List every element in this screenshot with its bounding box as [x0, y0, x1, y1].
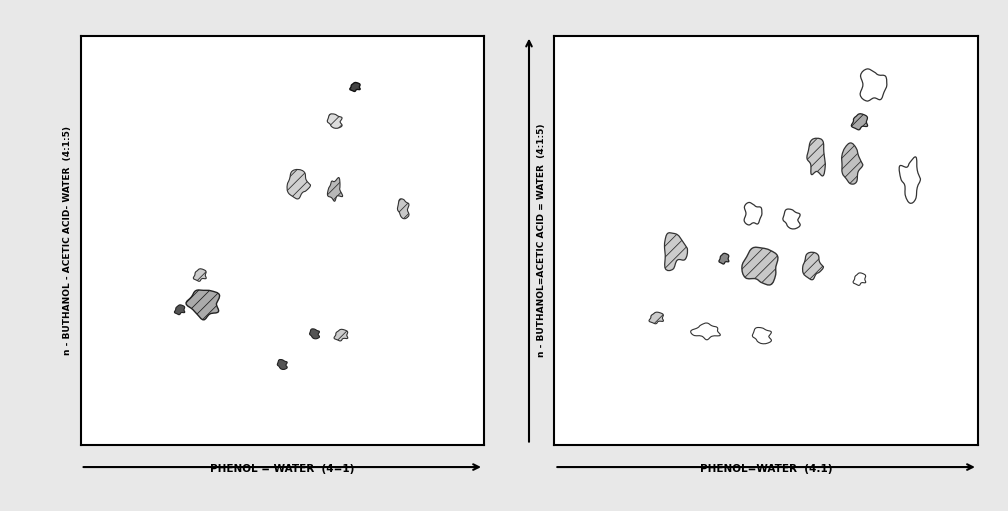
PathPatch shape [752, 328, 771, 344]
PathPatch shape [309, 329, 320, 339]
PathPatch shape [860, 69, 887, 101]
PathPatch shape [899, 157, 920, 203]
X-axis label: PHENOL = WATER  (4=1): PHENOL = WATER (4=1) [210, 464, 355, 474]
PathPatch shape [719, 253, 729, 264]
PathPatch shape [287, 170, 310, 199]
PathPatch shape [350, 82, 360, 91]
X-axis label: PHENOL=WATER  (4:1): PHENOL=WATER (4:1) [700, 464, 833, 474]
PathPatch shape [328, 114, 342, 128]
Y-axis label: n - BUTHANOL=ACETIC ACID = WATER  (4:1:5): n - BUTHANOL=ACETIC ACID = WATER (4:1:5) [537, 124, 546, 357]
PathPatch shape [742, 247, 778, 285]
PathPatch shape [334, 329, 348, 341]
PathPatch shape [842, 143, 863, 184]
PathPatch shape [807, 138, 826, 176]
PathPatch shape [852, 114, 868, 130]
PathPatch shape [277, 360, 287, 369]
PathPatch shape [664, 233, 687, 271]
PathPatch shape [783, 209, 800, 229]
Y-axis label: n - BUTHANOL - ACETIC ACID- WATER  (4:1:5): n - BUTHANOL - ACETIC ACID- WATER (4:1:5… [64, 126, 73, 355]
PathPatch shape [853, 273, 866, 285]
PathPatch shape [186, 290, 220, 320]
PathPatch shape [744, 202, 762, 225]
PathPatch shape [397, 199, 409, 219]
PathPatch shape [690, 323, 721, 340]
PathPatch shape [649, 312, 663, 324]
PathPatch shape [802, 252, 824, 280]
PathPatch shape [174, 305, 184, 315]
PathPatch shape [194, 269, 207, 281]
PathPatch shape [328, 177, 343, 201]
